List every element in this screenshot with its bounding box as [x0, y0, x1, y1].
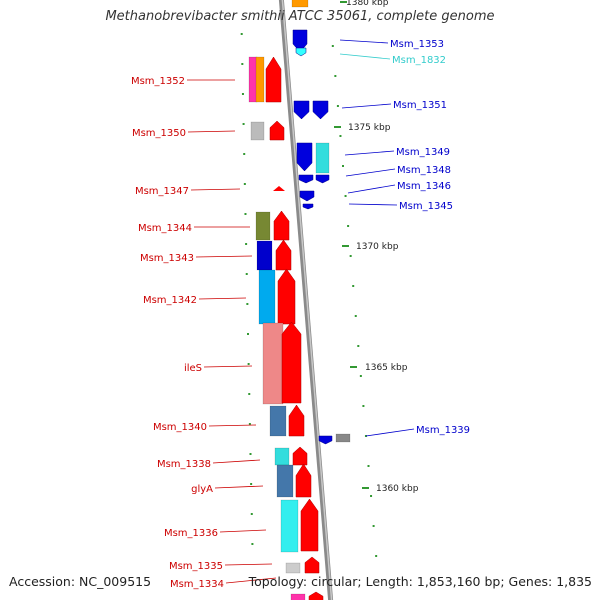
gene-arrow-msm1347: [273, 186, 285, 191]
gene-box-iles-salmon: [262, 322, 284, 405]
gene-label: Msm_1340: [153, 422, 207, 433]
gene-arrow-msm1351b: [312, 100, 329, 120]
gene-box-glya-steel: [276, 464, 294, 498]
gene-label: Msm_1348: [397, 165, 451, 176]
gene-leader-line: [348, 203, 398, 206]
gene-arrow-msm1335: [304, 556, 320, 574]
gene-box-msm1336-cyan: [280, 499, 299, 553]
gene-label: Msm_1334: [170, 579, 224, 590]
gene-label: Msm_1336: [164, 528, 218, 539]
gene-arrow-msm1352: [265, 56, 282, 103]
gene-box-msm1350-grey: [250, 121, 265, 141]
accession-text: Accession: NC_009515: [9, 574, 152, 589]
gene-arrow-msm1348: [298, 174, 314, 184]
gene-label: ileS: [184, 363, 202, 374]
gene-arrow-msm1340: [288, 404, 305, 437]
gene-label: Msm_1347: [135, 186, 189, 197]
gene-leader-line: [225, 577, 277, 584]
gene-leader-line: [195, 255, 253, 258]
gene-label: Msm_1343: [140, 253, 194, 264]
gene-arrow-iles: [281, 321, 302, 404]
gene-leader-line: [339, 39, 389, 44]
gene-leader-line: [341, 103, 392, 109]
gene-leader-line: [224, 563, 273, 566]
gene-leader-line: [344, 150, 395, 156]
gene-arrow-msm1336: [300, 498, 319, 552]
kbp-tick-label: 1360 kbp: [376, 484, 419, 494]
backbone-highlight: [281, 0, 333, 600]
gene-arrow-msm1348b: [315, 174, 330, 184]
gene-label: Msm_1832: [392, 55, 446, 66]
gene-leader-line: [347, 184, 396, 194]
gene-leader-line: [190, 188, 241, 191]
gene-label: Msm_1338: [157, 459, 211, 470]
gene-leader-line: [198, 297, 247, 300]
gene-arrow-bottom: [308, 591, 324, 600]
gene-label: Msm_1342: [143, 295, 197, 306]
gene-label: Msm_1351: [393, 100, 447, 111]
gene-arrow-msm1350: [269, 120, 285, 141]
gene-label: Msm_1339: [416, 425, 470, 436]
gene-leader-line: [187, 130, 236, 133]
feature-orange-top: [291, 0, 309, 8]
gene-box-msm1343-blue: [256, 240, 273, 271]
gene-arrow-msm1344: [273, 210, 290, 241]
gene-box-msm1342-cyan: [258, 269, 276, 325]
kbp-tick-label: 1380 kbp: [346, 0, 389, 8]
gene-arrow-msm1338: [292, 446, 308, 466]
gene-label: Msm_1335: [169, 561, 223, 572]
gene-leader-line: [345, 168, 396, 177]
gene-box-msm1338-cyan: [274, 447, 290, 466]
gene-arrow-msm1343: [275, 239, 292, 271]
kbp-tick-label: 1375 kbp: [348, 123, 391, 133]
gene-leader-line: [203, 365, 253, 368]
gene-leader-line: [208, 424, 257, 427]
gene-arrow-msm1339: [318, 435, 333, 445]
gene-label: Msm_1350: [132, 128, 186, 139]
gene-arrow-msm1346: [299, 190, 315, 202]
gene-label: Msm_1344: [138, 223, 192, 234]
gene-box-msm1335-grey: [285, 562, 301, 574]
gene-leader-line: [212, 459, 261, 464]
gene-label: Msm_1349: [396, 147, 450, 158]
gene-leader-line: [339, 53, 391, 60]
gene-label: Msm_1346: [397, 181, 451, 192]
gene-box-msm1344-olive: [255, 211, 271, 241]
gene-box-msm1352-orange: [255, 56, 265, 103]
gene-leader-line: [214, 485, 264, 489]
gene-box-msm1339-grey: [335, 433, 351, 443]
gene-label: Msm_1353: [390, 39, 444, 50]
gene-leader-line: [365, 428, 415, 437]
gene-arrow-msm1351a: [293, 100, 310, 120]
gene-arrow-msm1342: [277, 268, 296, 325]
gene-arrow-glya: [295, 463, 312, 498]
gene-label: Msm_1352: [131, 76, 185, 87]
gene-box-bottom-pink: [290, 593, 306, 600]
gene-arrow-msm1349: [296, 142, 313, 172]
topology-text: Topology: circular; Length: 1,853,160 bp…: [248, 574, 592, 589]
gene-box-msm1340-steel: [269, 405, 287, 437]
gene-leader-line: [219, 529, 267, 533]
gene-arrow-msm1832: [295, 47, 307, 57]
gene-label: glyA: [191, 484, 213, 495]
kbp-tick-label: 1370 kbp: [356, 242, 399, 252]
gene-box-msm1349-cyan: [315, 142, 330, 174]
kbp-tick-label: 1365 kbp: [365, 363, 408, 373]
gene-arrow-msm1345: [302, 203, 314, 210]
backbone-line: [278, 0, 334, 600]
map-title: Methanobrevibacter smithii ATCC 35061, c…: [105, 9, 495, 24]
gene-label: Msm_1345: [399, 201, 453, 212]
